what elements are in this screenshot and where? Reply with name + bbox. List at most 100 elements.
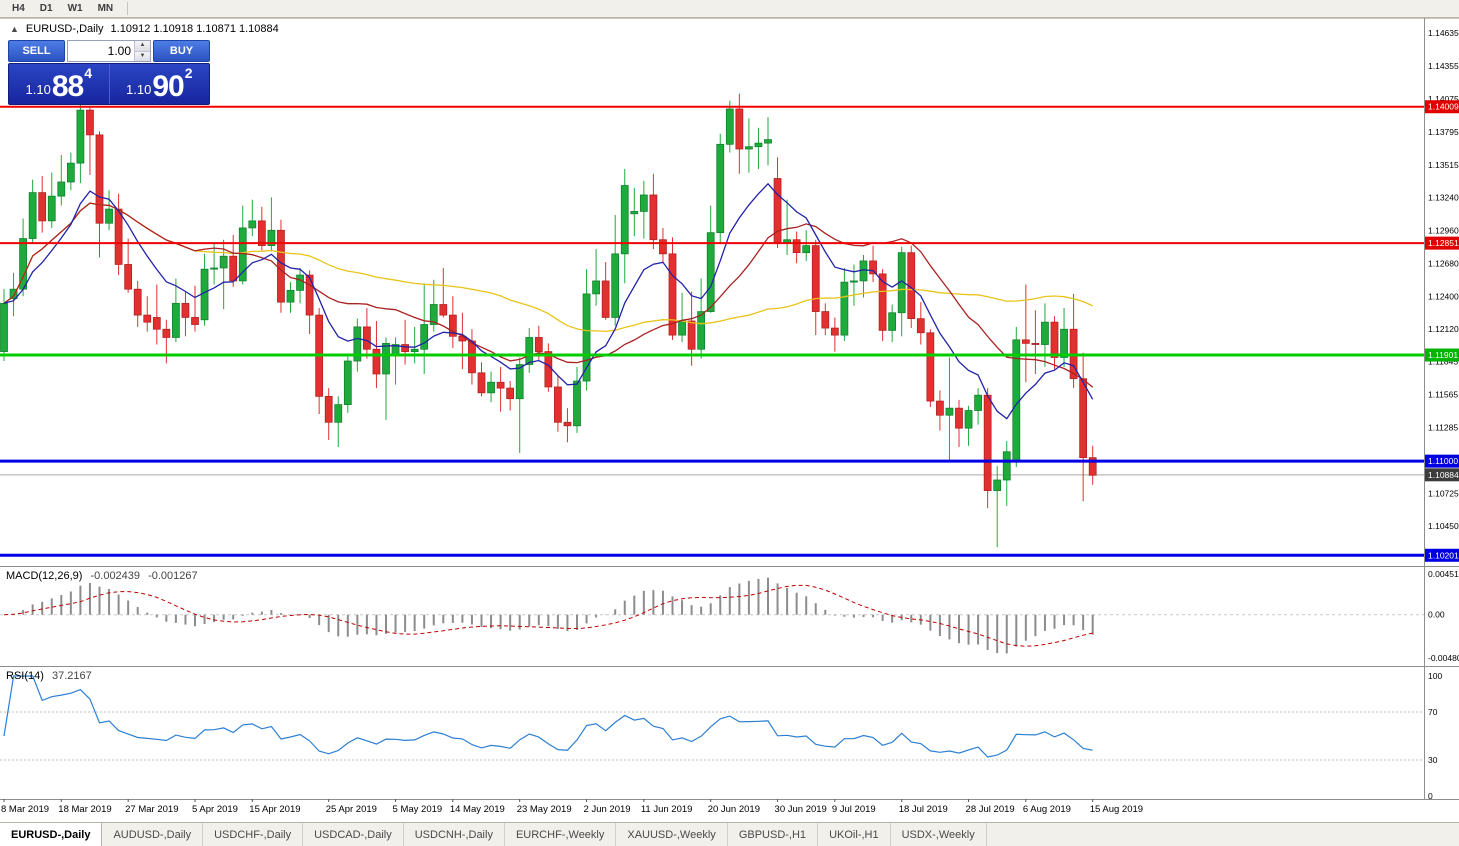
- svg-text:6 Aug 2019: 6 Aug 2019: [1023, 804, 1071, 815]
- svg-text:1.10725: 1.10725: [1428, 489, 1459, 499]
- toolbar-separator: [127, 2, 129, 15]
- chart-tabs-bar: EURUSD-,Daily AUDUSD-,Daily USDCHF-,Daily U…: [0, 822, 1459, 846]
- chart-tab-usdchf-daily[interactable]: USDCHF-,Daily: [203, 823, 304, 846]
- macd-pane: 0.004517 0.00 -0.004806: [0, 569, 1459, 663]
- svg-text:1.13795: 1.13795: [1428, 127, 1459, 137]
- svg-text:1.11000: 1.11000: [1428, 456, 1458, 466]
- svg-text:1.14635: 1.14635: [1428, 28, 1459, 38]
- svg-text:2 Jun 2019: 2 Jun 2019: [584, 804, 631, 815]
- date-axis[interactable]: 8 Mar 2019 18 Mar 2019 27 Mar 2019 5 Apr 20…: [1, 799, 1143, 815]
- svg-text:11 Jun 2019: 11 Jun 2019: [641, 804, 693, 815]
- macd-signal-value: -0.001267: [148, 570, 198, 582]
- svg-text:30 Jun 2019: 30 Jun 2019: [775, 804, 827, 815]
- price-axis[interactable]: 1.14635 1.14355 1.14075 1.13795 1.13515 1.132…: [1425, 28, 1459, 562]
- sell-button[interactable]: SELL: [8, 40, 65, 62]
- chart-tab-eurusd-daily[interactable]: EURUSD-,Daily: [0, 823, 103, 846]
- svg-text:18 Mar 2019: 18 Mar 2019: [58, 804, 111, 815]
- one-click-trading-panel: SELL ▲ ▼ BUY 1.10 88 4 1.10 90 2: [8, 40, 210, 105]
- chart-tab-audusd-daily[interactable]: AUDUSD-,Daily: [102, 823, 204, 846]
- timeframe-button-d1[interactable]: D1: [39, 3, 53, 14]
- svg-text:23 May 2019: 23 May 2019: [517, 804, 572, 815]
- chart-tab-usdcad-daily[interactable]: USDCAD-,Daily: [303, 823, 404, 846]
- rsi-line: [3, 675, 1093, 758]
- svg-text:15 Aug 2019: 15 Aug 2019: [1090, 804, 1143, 815]
- macd-name: MACD(12,26,9): [6, 570, 83, 582]
- chart-tab-eurchf-weekly[interactable]: EURCHF-,Weekly: [505, 823, 617, 846]
- svg-text:1.14075: 1.14075: [1428, 94, 1459, 104]
- svg-text:1.13240: 1.13240: [1428, 192, 1459, 202]
- lot-size-field[interactable]: ▲ ▼: [67, 40, 151, 62]
- svg-text:8 Mar 2019: 8 Mar 2019: [1, 804, 49, 815]
- bid-pipette: 4: [84, 65, 92, 81]
- lot-decrease-button[interactable]: ▼: [135, 51, 150, 61]
- svg-text:1.10450: 1.10450: [1428, 521, 1459, 531]
- svg-text:1.11565: 1.11565: [1428, 390, 1458, 400]
- chart-tab-xauusd-weekly[interactable]: XAUUSD-,Weekly: [616, 823, 728, 846]
- macd-indicator-label: MACD(12,26,9) -0.002439 -0.001267: [6, 570, 198, 582]
- timeframe-button-mn[interactable]: MN: [97, 3, 114, 14]
- chart-tab-gbpusd-h1[interactable]: GBPUSD-,H1: [728, 823, 819, 846]
- ohlc-values: 1.10912 1.10918 1.10871 1.10884: [110, 23, 279, 35]
- price-tag-1.10884: 1.10884: [1425, 468, 1459, 482]
- svg-text:14 May 2019: 14 May 2019: [450, 804, 505, 815]
- price-tag-1.12851: 1.12851: [1425, 236, 1459, 250]
- ma-fast-line: [3, 182, 1094, 420]
- svg-text:30: 30: [1428, 755, 1438, 765]
- ask-price-display[interactable]: 1.10 90 2: [110, 64, 210, 104]
- chart-tab-usdcnh-daily[interactable]: USDCNH-,Daily: [404, 823, 505, 846]
- svg-text:15 Apr 2019: 15 Apr 2019: [249, 804, 300, 815]
- chart-tab-usdx-weekly[interactable]: USDX-,Weekly: [891, 823, 987, 846]
- svg-text:1.12960: 1.12960: [1428, 225, 1459, 235]
- svg-text:100: 100: [1428, 671, 1442, 681]
- price-tag-1.10201: 1.10201: [1425, 548, 1459, 562]
- lot-spinner: ▲ ▼: [134, 41, 150, 61]
- timeframe-button-h4[interactable]: H4: [12, 3, 25, 14]
- ask-pips: 90: [152, 70, 184, 103]
- svg-text:5 May 2019: 5 May 2019: [393, 804, 443, 815]
- ask-prefix: 1.10: [126, 82, 152, 97]
- trade-controls-row: SELL ▲ ▼ BUY: [8, 40, 210, 62]
- symbol-period-label: EURUSD-,Daily: [25, 23, 104, 35]
- svg-text:20 Jun 2019: 20 Jun 2019: [708, 804, 760, 815]
- svg-text:9 Jul 2019: 9 Jul 2019: [832, 804, 876, 815]
- svg-text:25 Apr 2019: 25 Apr 2019: [326, 804, 377, 815]
- svg-text:1.12851: 1.12851: [1428, 238, 1459, 248]
- svg-text:1.11845: 1.11845: [1428, 357, 1458, 367]
- lot-input[interactable]: [68, 41, 134, 61]
- svg-text:18 Jul 2019: 18 Jul 2019: [899, 804, 948, 815]
- candles-layer: [0, 93, 1097, 548]
- lot-increase-button[interactable]: ▲: [135, 41, 150, 52]
- bid-price-display[interactable]: 1.10 88 4: [9, 64, 110, 104]
- svg-text:1.14355: 1.14355: [1428, 61, 1459, 71]
- trade-prices-row: 1.10 88 4 1.10 90 2: [8, 63, 210, 105]
- svg-text:1.10201: 1.10201: [1428, 550, 1459, 560]
- timeframe-toolbar: H4 D1 W1 MN: [0, 0, 1459, 18]
- ask-pipette: 2: [184, 65, 193, 81]
- svg-text:0.00: 0.00: [1428, 610, 1445, 620]
- svg-text:1.11901: 1.11901: [1428, 350, 1458, 360]
- svg-text:1.10884: 1.10884: [1428, 470, 1459, 480]
- timeframe-button-w1[interactable]: W1: [67, 3, 83, 14]
- collapse-trade-panel-icon[interactable]: ▲: [10, 24, 19, 34]
- price-tag-1.11901: 1.11901: [1425, 348, 1459, 362]
- timeframe-buttons: H4 D1 W1 MN: [6, 1, 119, 17]
- svg-text:1.14009: 1.14009: [1428, 102, 1459, 112]
- svg-text:0: 0: [1428, 791, 1433, 801]
- svg-text:-0.004806: -0.004806: [1428, 653, 1459, 663]
- svg-text:70: 70: [1428, 707, 1438, 717]
- svg-text:28 Jul 2019: 28 Jul 2019: [966, 804, 1015, 815]
- bid-prefix: 1.10: [25, 82, 51, 97]
- chart-ohlc-title: ▲ EURUSD-,Daily 1.10912 1.10918 1.10871 …: [10, 23, 279, 35]
- svg-text:1.11285: 1.11285: [1428, 423, 1458, 433]
- price-pane: [0, 93, 1424, 557]
- rsi-name: RSI(14): [6, 670, 44, 682]
- macd-signal-line: [3, 584, 1093, 647]
- svg-text:1.13515: 1.13515: [1428, 160, 1459, 170]
- macd-value: -0.002439: [90, 570, 141, 582]
- chart-tab-ukoil-h1[interactable]: UKOil-,H1: [818, 823, 891, 846]
- svg-text:1.12680: 1.12680: [1428, 258, 1459, 268]
- buy-button[interactable]: BUY: [153, 40, 210, 62]
- svg-text:1.12120: 1.12120: [1428, 324, 1459, 334]
